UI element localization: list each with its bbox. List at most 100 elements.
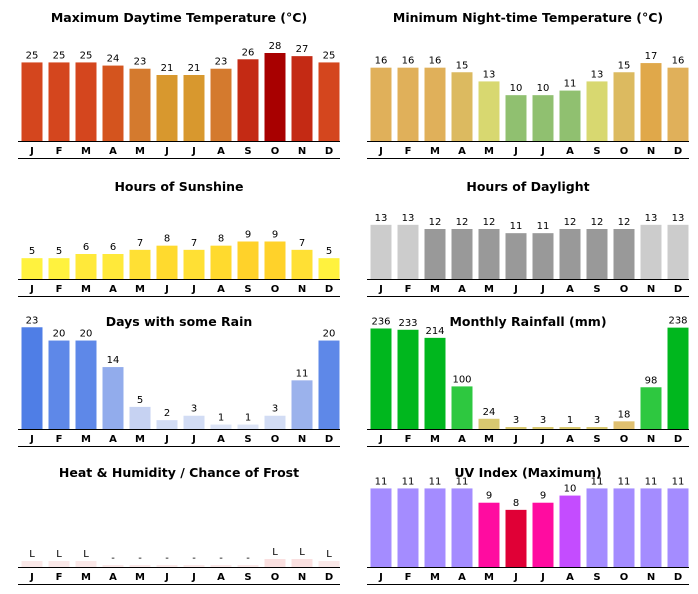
value-label: 12	[483, 217, 496, 228]
bar-J	[532, 427, 554, 429]
value-label: 20	[323, 329, 336, 340]
uv-index-chart: UV Index (Maximum) 11 J 11 F 11 M 11 A 9 M 8 J 9 J 10 A 1…	[367, 465, 689, 587]
value-label: 98	[645, 375, 658, 386]
month-label: N	[298, 284, 306, 295]
bar-A	[210, 68, 232, 141]
chart-plot: 236 J 233 F 214 M 100 A 24 M 3 J 3 J 1 A 3 S 18 O 98 N 238 D	[367, 316, 689, 447]
month-label: D	[674, 284, 682, 295]
month-label: S	[244, 434, 251, 445]
bar-F	[397, 329, 419, 429]
month-label: M	[484, 434, 494, 445]
month-label: O	[620, 434, 629, 445]
month-label: F	[56, 284, 63, 295]
value-label: 13	[375, 213, 388, 224]
value-label: L	[299, 547, 305, 558]
value-label: 214	[425, 326, 444, 337]
month-label: M	[135, 434, 145, 445]
chart-plot: 5 J 5 F 6 M 6 A 7 M 8 J 7 J 8 A 9 S 9 O 7 N 5 D	[18, 230, 340, 297]
bar-J	[370, 488, 392, 567]
value-label: 16	[375, 56, 388, 67]
bar-D	[667, 488, 689, 567]
month-label: M	[430, 434, 440, 445]
chart-title: Days with some Rain	[105, 314, 253, 329]
bar-J	[21, 62, 43, 141]
month-label: M	[135, 284, 145, 295]
bar-N	[291, 249, 313, 279]
bar-A	[451, 488, 473, 567]
month-label: O	[271, 434, 280, 445]
value-label: 238	[668, 316, 687, 327]
bar-M	[478, 502, 500, 567]
value-label: 24	[107, 54, 120, 65]
value-label: 5	[137, 395, 143, 406]
month-label: S	[593, 146, 600, 157]
value-label: 23	[134, 57, 147, 68]
month-label: O	[620, 284, 629, 295]
bar-S	[237, 424, 259, 429]
bar-D	[667, 327, 689, 429]
month-label: F	[405, 284, 412, 295]
month-label: F	[405, 146, 412, 157]
month-label: F	[405, 434, 412, 445]
chart-plot: 23 J 20 F 20 M 14 A 5 M 2 J 3 J 1 A 1 S 3 O 11 N 20 D	[18, 315, 340, 447]
chart-title: Hours of Sunshine	[114, 179, 244, 194]
value-label: 13	[672, 213, 685, 224]
bar-J	[156, 420, 178, 429]
value-label: 236	[371, 316, 390, 327]
value-label: 10	[510, 83, 523, 94]
month-label: J	[164, 146, 169, 157]
bar-J	[156, 245, 178, 279]
month-label: J	[29, 434, 34, 445]
value-label: 9	[245, 230, 251, 241]
bar-M	[129, 68, 151, 141]
value-label: -	[138, 553, 142, 564]
month-label: J	[164, 572, 169, 583]
month-label: A	[109, 434, 117, 445]
bar-O	[264, 53, 286, 141]
bar-O	[264, 415, 286, 429]
value-label: 8	[218, 234, 224, 245]
value-label: 1	[567, 415, 573, 426]
value-label: 5	[326, 246, 332, 257]
rain-days-chart: Days with some Rain 23 J 20 F 20 M 14 A 5 M 2 J 3 J 1 A 1…	[18, 314, 340, 449]
value-label: 16	[429, 56, 442, 67]
value-label: -	[219, 553, 223, 564]
month-label: A	[458, 572, 466, 583]
value-label: 11	[672, 476, 685, 487]
value-label: 23	[215, 57, 228, 68]
month-label: S	[244, 284, 251, 295]
month-label: J	[540, 434, 545, 445]
value-label: 7	[191, 238, 197, 249]
chart-plot: 11 J 11 F 11 M 11 A 9 M 8 J 9 J 10 A 11 S 11 O 11 N 11 D	[367, 476, 689, 585]
bar-S	[586, 229, 608, 279]
month-label: S	[244, 572, 251, 583]
month-label: N	[298, 146, 306, 157]
value-label: 7	[299, 238, 305, 249]
bar-A	[451, 72, 473, 141]
bar-J	[21, 561, 43, 567]
bar-A	[102, 254, 124, 279]
bar-F	[397, 67, 419, 141]
month-label: F	[56, 434, 63, 445]
bar-S	[237, 241, 259, 279]
month-label: A	[217, 572, 225, 583]
value-label: -	[246, 553, 250, 564]
month-label: O	[271, 146, 280, 157]
month-label: O	[620, 146, 629, 157]
month-label: M	[484, 284, 494, 295]
bar-N	[291, 559, 313, 567]
value-label: 10	[537, 83, 550, 94]
bar-S	[586, 427, 608, 429]
month-label: D	[325, 284, 333, 295]
month-label: J	[378, 572, 383, 583]
month-label: D	[674, 572, 682, 583]
value-label: 11	[618, 476, 631, 487]
bar-A	[210, 565, 232, 567]
month-label: M	[135, 146, 145, 157]
min-temp-chart: Minimum Night-time Temperature (°C) 16 J 16…	[367, 10, 689, 161]
chart-title: Hours of Daylight	[466, 179, 590, 194]
value-label: 12	[564, 217, 577, 228]
month-label: D	[325, 434, 333, 445]
bar-J	[505, 233, 527, 279]
month-label: J	[191, 434, 196, 445]
